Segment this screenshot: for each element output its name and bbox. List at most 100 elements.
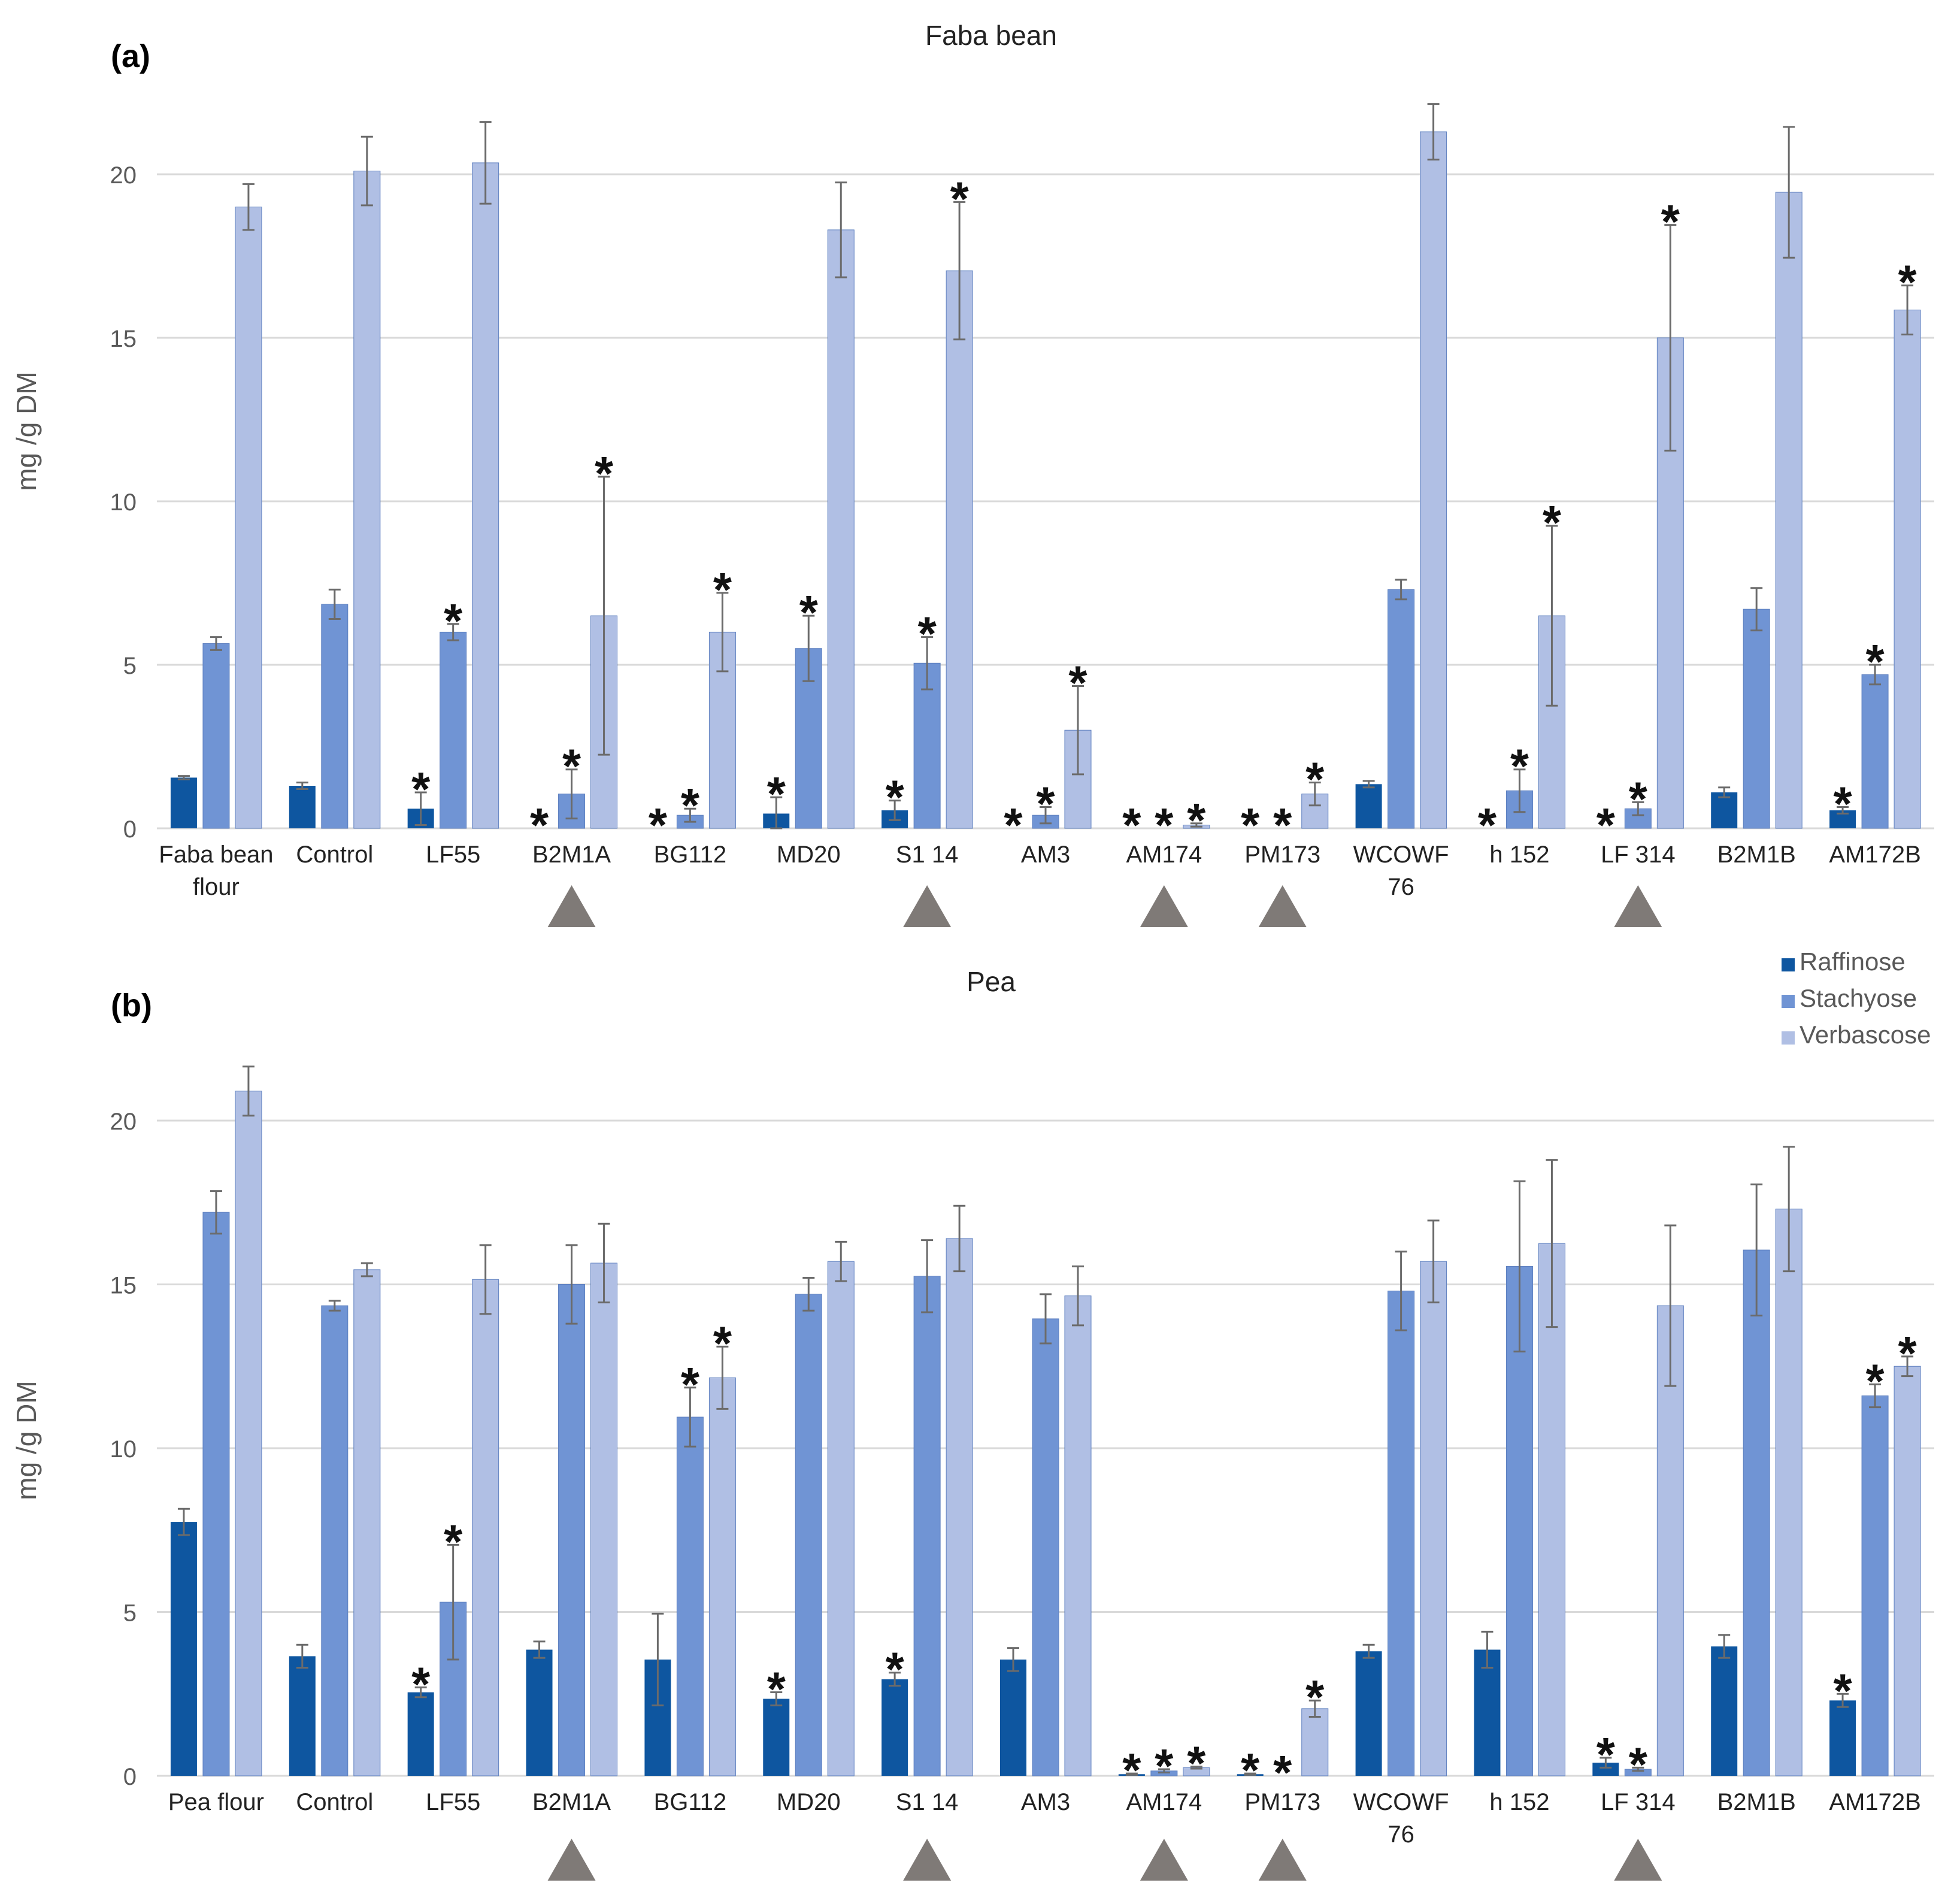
significance-star: * bbox=[1898, 256, 1917, 309]
significance-star: * bbox=[681, 779, 700, 832]
bar-verbascose bbox=[1064, 1295, 1092, 1776]
significance-star: * bbox=[1833, 777, 1852, 831]
bar-raffinose bbox=[170, 1522, 197, 1776]
y-tick-label: 10 bbox=[110, 489, 137, 516]
bar-stachyose bbox=[795, 1294, 822, 1776]
triangle-marker bbox=[1614, 885, 1662, 927]
x-tick-label: h 152 bbox=[1489, 1789, 1549, 1815]
significance-star: * bbox=[411, 1657, 431, 1711]
bar-verbascose bbox=[353, 171, 381, 829]
x-tick-label: Control bbox=[296, 1789, 373, 1815]
significance-star: * bbox=[799, 586, 819, 639]
significance-star: * bbox=[1122, 1743, 1141, 1797]
x-tick-label: AM172B bbox=[1829, 1789, 1920, 1815]
significance-star: * bbox=[649, 798, 668, 852]
significance-star: * bbox=[562, 740, 581, 793]
significance-star: * bbox=[411, 762, 431, 816]
x-tick-label: B2M1A bbox=[532, 841, 611, 868]
x-tick-label: LF55 bbox=[426, 1789, 480, 1815]
bar-raffinose bbox=[1474, 1649, 1501, 1776]
significance-star: * bbox=[713, 1316, 732, 1370]
chart-title: Pea bbox=[967, 966, 1016, 997]
x-tick-label: MD20 bbox=[777, 841, 841, 868]
y-tick-label: 15 bbox=[110, 1273, 137, 1299]
significance-star: * bbox=[1865, 1354, 1885, 1407]
legend-label-raffinose: Raffinose bbox=[1800, 948, 1906, 976]
significance-star: * bbox=[1510, 740, 1529, 793]
bar-verbascose bbox=[472, 1279, 499, 1776]
bar-stachyose bbox=[1388, 589, 1415, 829]
significance-star: * bbox=[444, 594, 463, 647]
significance-star: * bbox=[1305, 753, 1325, 806]
x-tick-label: AM174 bbox=[1126, 1789, 1202, 1815]
significance-star: * bbox=[1597, 1728, 1616, 1781]
x-tick-label: Faba bean bbox=[159, 841, 273, 868]
bar-verbascose bbox=[827, 1261, 855, 1776]
significance-star: * bbox=[595, 447, 614, 500]
significance-star: * bbox=[918, 607, 937, 661]
bar-verbascose bbox=[1894, 1366, 1921, 1776]
bar-raffinose bbox=[881, 1679, 908, 1776]
y-tick-label: 20 bbox=[110, 1109, 137, 1135]
bar-stachyose bbox=[321, 1305, 349, 1776]
x-tick-label: S1 14 bbox=[896, 841, 959, 868]
x-tick-label: B2M1A bbox=[532, 1789, 611, 1815]
x-tick-label: PM173 bbox=[1244, 1789, 1320, 1815]
x-tick-label: WCOWF bbox=[1353, 1789, 1449, 1815]
significance-star: * bbox=[713, 563, 732, 616]
x-tick-label: BG112 bbox=[654, 841, 727, 868]
bar-stachyose bbox=[913, 1276, 941, 1776]
significance-star: * bbox=[1004, 798, 1023, 852]
bar-verbascose bbox=[590, 1263, 618, 1776]
triangle-marker bbox=[1140, 885, 1188, 927]
significance-star: * bbox=[1865, 635, 1885, 688]
bar-stachyose bbox=[1861, 674, 1889, 829]
x-tick-label: Pea flour bbox=[168, 1789, 264, 1815]
bar-raffinose bbox=[1355, 784, 1382, 828]
bar-stachyose bbox=[1743, 609, 1770, 829]
significance-star: * bbox=[1833, 1664, 1852, 1717]
y-axis-label: mg /g DM bbox=[11, 1381, 42, 1500]
bar-raffinose bbox=[289, 1656, 316, 1776]
significance-star: * bbox=[1122, 798, 1141, 852]
bar-raffinose bbox=[1711, 792, 1738, 828]
bar-verbascose bbox=[472, 162, 499, 829]
significance-star: * bbox=[1187, 1737, 1206, 1790]
significance-star: * bbox=[886, 771, 905, 824]
x-tick-label: BG112 bbox=[654, 1789, 727, 1815]
x-tick-label: AM172B bbox=[1829, 841, 1920, 868]
x-tick-label: Control bbox=[296, 841, 373, 868]
panel-label: (b) bbox=[111, 988, 152, 1024]
bar-raffinose bbox=[407, 1692, 434, 1776]
bar-raffinose bbox=[763, 1699, 790, 1776]
x-tick-label: LF55 bbox=[426, 841, 480, 868]
legend-swatch-raffinose bbox=[1782, 958, 1795, 971]
significance-star: * bbox=[767, 767, 786, 821]
significance-star: * bbox=[1241, 1743, 1260, 1797]
bar-verbascose bbox=[235, 207, 262, 829]
x-tick-label: S1 14 bbox=[896, 1789, 959, 1815]
significance-star: * bbox=[767, 1663, 786, 1716]
y-tick-label: 20 bbox=[110, 162, 137, 189]
significance-star: * bbox=[1273, 1746, 1292, 1799]
x-tick-label: LF 314 bbox=[1601, 1789, 1676, 1815]
y-tick-label: 5 bbox=[123, 653, 137, 679]
significance-star: * bbox=[530, 798, 549, 852]
bar-verbascose bbox=[1420, 131, 1447, 829]
bar-stachyose bbox=[1032, 1318, 1059, 1776]
legend-label-verbascose: Verbascose bbox=[1800, 1021, 1931, 1049]
bar-raffinose bbox=[170, 777, 197, 828]
y-tick-label: 5 bbox=[123, 1600, 137, 1627]
triangle-marker bbox=[547, 1839, 596, 1881]
x-tick-label: B2M1B bbox=[1717, 1789, 1796, 1815]
bar-verbascose bbox=[1894, 310, 1921, 829]
significance-star: * bbox=[1068, 656, 1087, 709]
bar-stachyose bbox=[913, 662, 941, 829]
significance-star: * bbox=[444, 1515, 463, 1568]
panel-label: (a) bbox=[111, 38, 150, 74]
bar-stachyose bbox=[202, 643, 230, 829]
bar-verbascose bbox=[1301, 1708, 1329, 1776]
triangle-marker bbox=[1140, 1839, 1188, 1881]
bar-verbascose bbox=[946, 270, 973, 829]
significance-star: * bbox=[950, 172, 970, 225]
